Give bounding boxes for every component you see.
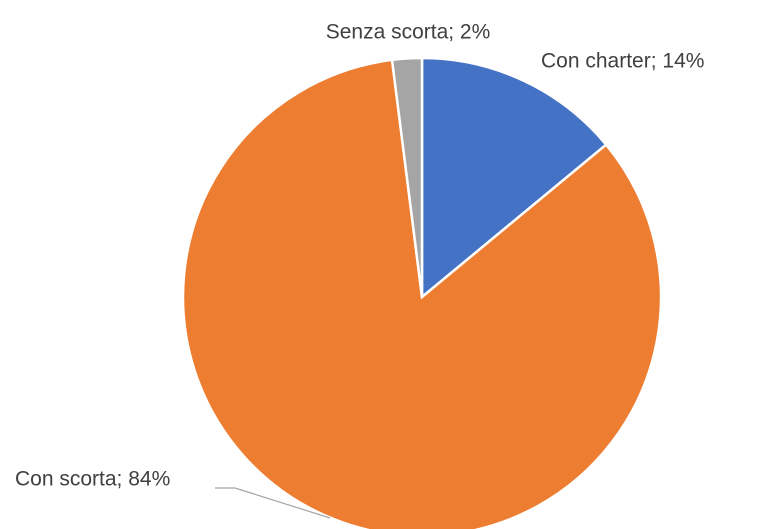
data-label: Con scorta; 84%	[15, 468, 170, 491]
data-label: Con charter; 14%	[541, 50, 704, 73]
pie-slice	[390, 56, 424, 298]
pie-slice	[181, 58, 663, 529]
pie-slice	[420, 56, 608, 300]
data-label: Senza scorta; 2%	[326, 21, 491, 44]
leader-line	[215, 487, 331, 519]
